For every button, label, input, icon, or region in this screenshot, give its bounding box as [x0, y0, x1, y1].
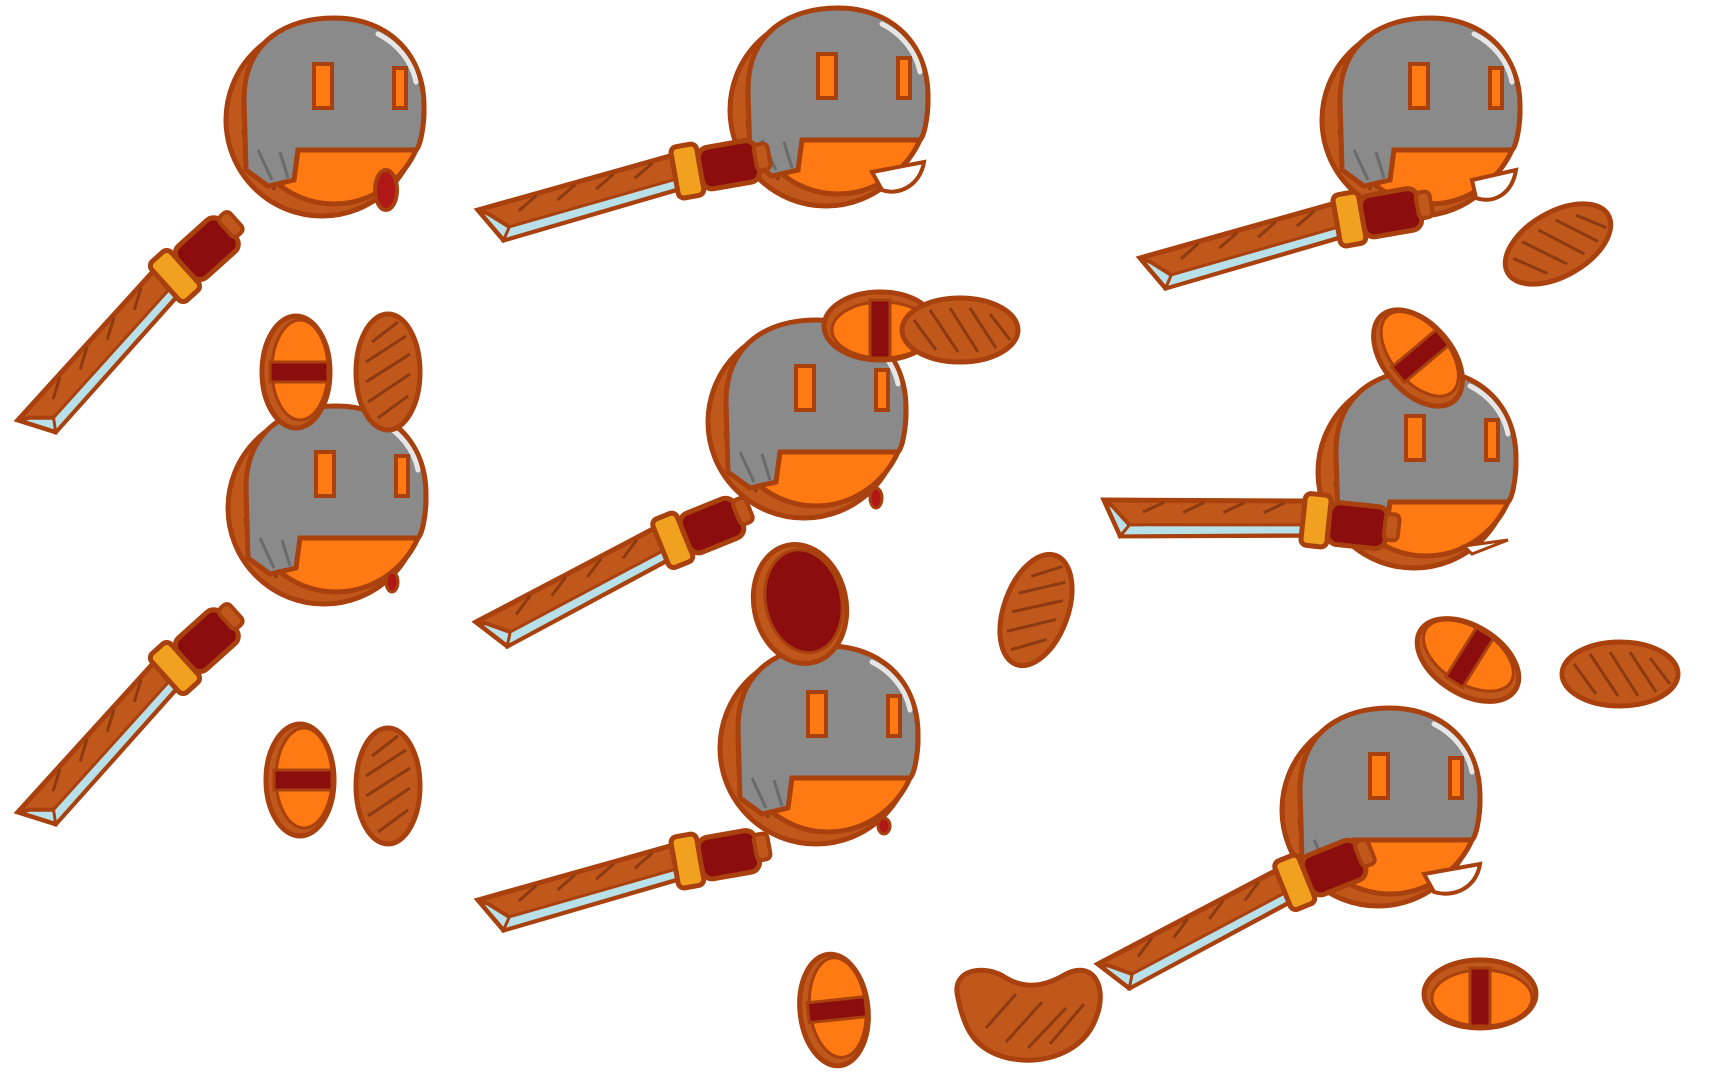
hand-plain-middle-left — [356, 728, 420, 844]
sword-horizontal-bottom-center — [473, 821, 775, 933]
mouth-small-icon — [384, 570, 400, 594]
head-shout — [226, 18, 424, 216]
hand-bean-bottom-center — [954, 967, 1103, 1063]
head-grin-right — [1322, 18, 1520, 216]
hand-plain-top-left — [356, 314, 420, 430]
hand-banded-bottom-center — [794, 951, 873, 1069]
head-smirk-right — [1318, 370, 1516, 568]
mouth-open-icon — [373, 168, 399, 212]
hand-banded-middle-left — [266, 724, 334, 836]
grin-mouth-icon — [1420, 861, 1483, 896]
sword-horizontal-top-center — [473, 131, 775, 243]
sword-diagonal-top-left — [0, 201, 261, 445]
hand-dark-shield-center — [750, 542, 850, 666]
head-small-o-bottom — [720, 646, 918, 844]
mouth-small-icon — [876, 816, 892, 836]
smirk-mouth-icon — [1460, 538, 1509, 556]
head-small-o-left — [228, 406, 426, 604]
hand-banded-middle-right — [1402, 601, 1533, 718]
hand-banded-horizontal-bottom-right — [1424, 960, 1536, 1028]
head-grin-bottom-right — [1282, 708, 1480, 906]
sword-bottom-right — [1088, 827, 1386, 995]
head-grin — [730, 8, 928, 206]
hand-plain-horizontal-top-center — [902, 298, 1018, 362]
sword-center — [466, 485, 764, 653]
sword-curved-top-right — [1135, 179, 1437, 291]
mouth-small-icon — [868, 486, 884, 510]
hand-plain-horizontal-middle-right — [1562, 642, 1678, 706]
head-small-o-center — [708, 320, 906, 518]
hand-banded-top-left — [262, 316, 330, 428]
hand-plain-top-right — [1492, 187, 1624, 300]
grin-mouth-icon — [868, 159, 927, 194]
grin-mouth-icon — [1469, 167, 1519, 202]
sword-diagonal-middle-left — [0, 593, 261, 837]
hand-plain-center — [986, 545, 1086, 676]
